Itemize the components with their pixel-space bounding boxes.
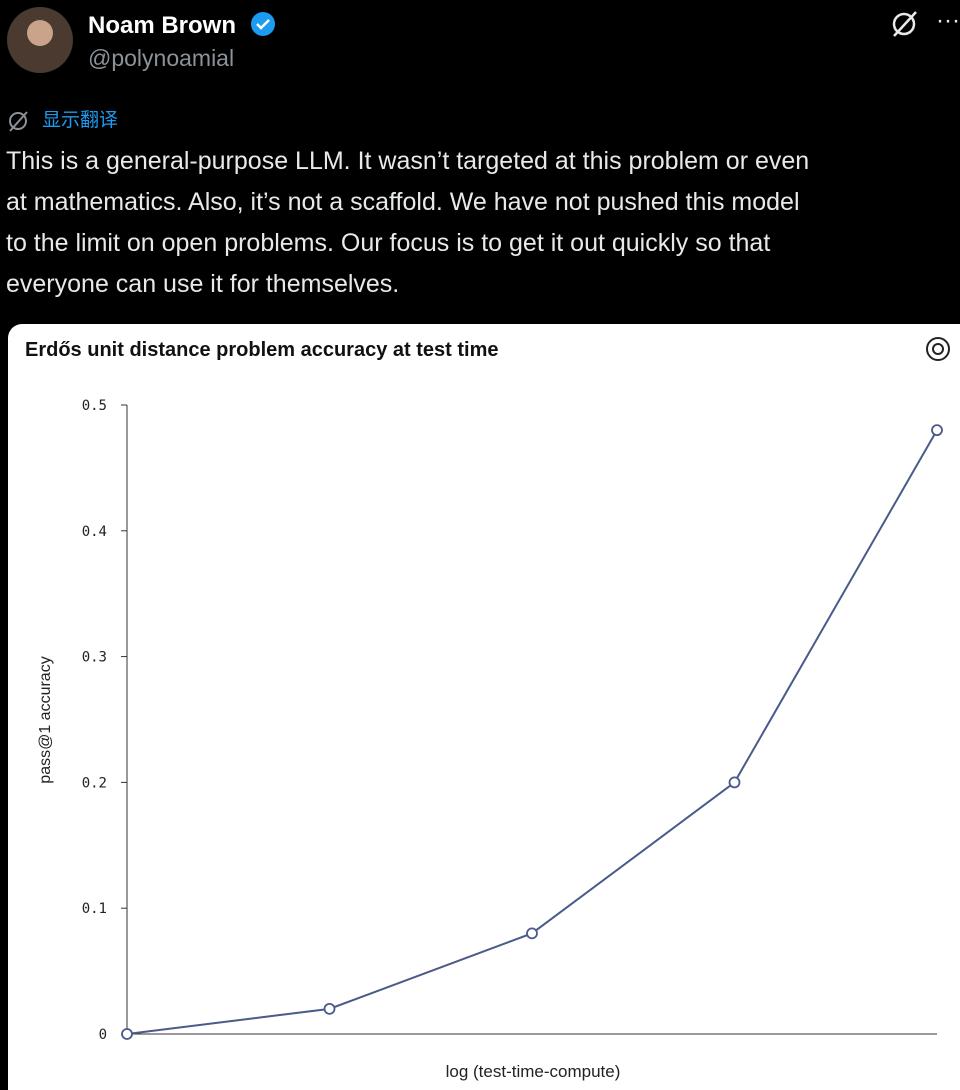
translate-link[interactable]: 显示翻译 [42,109,118,131]
tweet-line: everyone can use it for themselves. [6,270,399,298]
y-tick-label: 0.3 [82,650,107,666]
openai-logo [926,337,950,361]
data-point [931,424,943,437]
y-tick-label: 0.1 [82,901,107,917]
y-tick-label: 0 [99,1027,107,1043]
author-name[interactable]: Noam Brown [88,12,236,39]
avatar-face [27,20,53,46]
y-axis-label: pass@1 accuracy [37,656,54,783]
data-point [121,1028,133,1040]
translate-icon [9,111,28,132]
x-axis-label: log (test-time-compute) [446,1062,621,1081]
y-tick-label: 0.5 [82,398,107,414]
tweet-line: This is a general-purpose LLM. It wasn’t… [6,147,809,175]
more-menu[interactable]: ··· [936,7,960,34]
grok-icon[interactable] [892,11,917,37]
tweet-text: This is a general-purpose LLM. It wasn’t… [6,147,809,298]
data-point [728,776,741,789]
chart-title: Erdős unit distance problem accuracy at … [25,339,498,361]
verified-badge [251,12,275,36]
y-tick-label: 0.2 [82,775,107,791]
tweet-line: to the limit on open problems. Our focus… [6,229,770,257]
author-handle[interactable]: @polynoamial [88,45,234,71]
y-tick-label: 0.4 [82,524,107,540]
data-point [323,1002,336,1015]
tweet-line: at mathematics. Also, it’s not a scaffol… [6,188,800,216]
chart-card[interactable] [8,324,960,1090]
data-point [526,927,538,940]
